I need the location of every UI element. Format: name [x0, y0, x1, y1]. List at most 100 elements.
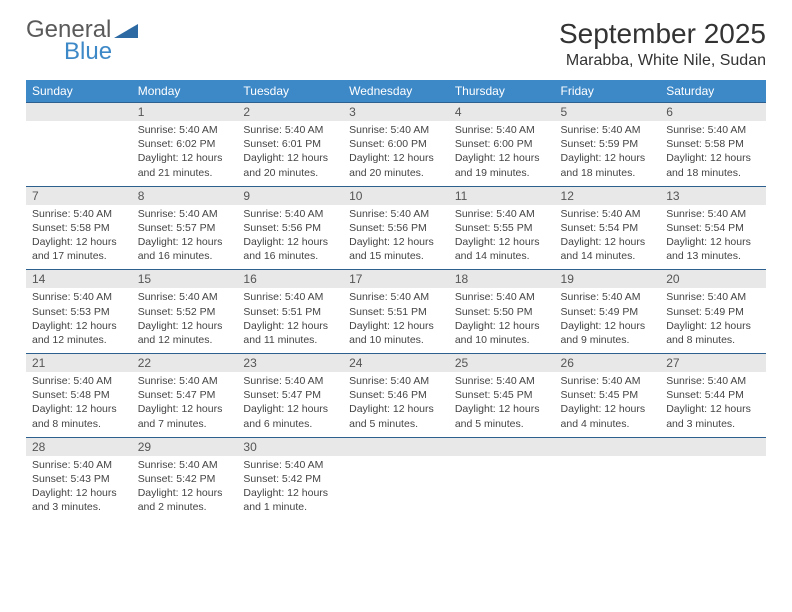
sunset-line: Sunset: 5:50 PM: [455, 305, 549, 319]
daylight-line: Daylight: 12 hours and 8 minutes.: [666, 319, 760, 347]
sunset-line: Sunset: 5:52 PM: [138, 305, 232, 319]
weekday-header: Saturday: [660, 80, 766, 103]
date-number: [26, 103, 132, 122]
date-number: 2: [237, 103, 343, 122]
date-data-row: Sunrise: 5:40 AMSunset: 6:02 PMDaylight:…: [26, 121, 766, 186]
date-number: 20: [660, 270, 766, 289]
sunset-line: Sunset: 5:42 PM: [138, 472, 232, 486]
daylight-line: Daylight: 12 hours and 21 minutes.: [138, 151, 232, 179]
daylight-line: Daylight: 12 hours and 3 minutes.: [32, 486, 126, 514]
date-number: 14: [26, 270, 132, 289]
daylight-line: Daylight: 12 hours and 10 minutes.: [455, 319, 549, 347]
sunrise-line: Sunrise: 5:40 AM: [32, 290, 126, 304]
sunrise-line: Sunrise: 5:40 AM: [455, 207, 549, 221]
day-cell: Sunrise: 5:40 AMSunset: 5:44 PMDaylight:…: [660, 372, 766, 437]
date-number: 7: [26, 186, 132, 205]
date-number: 12: [555, 186, 661, 205]
weekday-header: Wednesday: [343, 80, 449, 103]
weekday-header: Friday: [555, 80, 661, 103]
daylight-line: Daylight: 12 hours and 16 minutes.: [138, 235, 232, 263]
weekday-header: Thursday: [449, 80, 555, 103]
day-cell: [555, 456, 661, 521]
sunset-line: Sunset: 5:43 PM: [32, 472, 126, 486]
day-cell: Sunrise: 5:40 AMSunset: 5:43 PMDaylight:…: [26, 456, 132, 521]
date-number: 28: [26, 437, 132, 456]
day-cell: Sunrise: 5:40 AMSunset: 5:42 PMDaylight:…: [237, 456, 343, 521]
day-cell: Sunrise: 5:40 AMSunset: 5:52 PMDaylight:…: [132, 288, 238, 353]
sunrise-line: Sunrise: 5:40 AM: [243, 374, 337, 388]
daylight-line: Daylight: 12 hours and 10 minutes.: [349, 319, 443, 347]
sunset-line: Sunset: 5:49 PM: [561, 305, 655, 319]
daylight-line: Daylight: 12 hours and 13 minutes.: [666, 235, 760, 263]
sunrise-line: Sunrise: 5:40 AM: [561, 374, 655, 388]
daylight-line: Daylight: 12 hours and 20 minutes.: [349, 151, 443, 179]
day-cell: Sunrise: 5:40 AMSunset: 5:56 PMDaylight:…: [343, 205, 449, 270]
sunset-line: Sunset: 5:45 PM: [455, 388, 549, 402]
sunset-line: Sunset: 5:55 PM: [455, 221, 549, 235]
sunrise-line: Sunrise: 5:40 AM: [32, 458, 126, 472]
date-number: 11: [449, 186, 555, 205]
sunset-line: Sunset: 5:54 PM: [561, 221, 655, 235]
daylight-line: Daylight: 12 hours and 15 minutes.: [349, 235, 443, 263]
sunset-line: Sunset: 5:49 PM: [666, 305, 760, 319]
daylight-line: Daylight: 12 hours and 5 minutes.: [349, 402, 443, 430]
date-number: [555, 437, 661, 456]
day-cell: Sunrise: 5:40 AMSunset: 5:50 PMDaylight:…: [449, 288, 555, 353]
sunrise-line: Sunrise: 5:40 AM: [666, 290, 760, 304]
day-cell: Sunrise: 5:40 AMSunset: 5:56 PMDaylight:…: [237, 205, 343, 270]
day-cell: Sunrise: 5:40 AMSunset: 5:54 PMDaylight:…: [660, 205, 766, 270]
sunrise-line: Sunrise: 5:40 AM: [32, 207, 126, 221]
date-number: 21: [26, 354, 132, 373]
sunrise-line: Sunrise: 5:40 AM: [243, 207, 337, 221]
day-cell: Sunrise: 5:40 AMSunset: 5:42 PMDaylight:…: [132, 456, 238, 521]
daylight-line: Daylight: 12 hours and 6 minutes.: [243, 402, 337, 430]
daylight-line: Daylight: 12 hours and 17 minutes.: [32, 235, 126, 263]
sunrise-line: Sunrise: 5:40 AM: [138, 207, 232, 221]
sunset-line: Sunset: 5:56 PM: [243, 221, 337, 235]
sunrise-line: Sunrise: 5:40 AM: [138, 123, 232, 137]
sunset-line: Sunset: 5:44 PM: [666, 388, 760, 402]
sunset-line: Sunset: 5:56 PM: [349, 221, 443, 235]
sunrise-line: Sunrise: 5:40 AM: [349, 123, 443, 137]
calendar-table: Sunday Monday Tuesday Wednesday Thursday…: [26, 80, 766, 520]
sunset-line: Sunset: 5:58 PM: [32, 221, 126, 235]
sunrise-line: Sunrise: 5:40 AM: [349, 290, 443, 304]
day-cell: [26, 121, 132, 186]
date-number: 5: [555, 103, 661, 122]
sunrise-line: Sunrise: 5:40 AM: [666, 374, 760, 388]
date-number: 27: [660, 354, 766, 373]
date-number-row: 21222324252627: [26, 354, 766, 373]
daylight-line: Daylight: 12 hours and 12 minutes.: [138, 319, 232, 347]
sunset-line: Sunset: 5:54 PM: [666, 221, 760, 235]
sunrise-line: Sunrise: 5:40 AM: [561, 290, 655, 304]
sunrise-line: Sunrise: 5:40 AM: [666, 123, 760, 137]
date-data-row: Sunrise: 5:40 AMSunset: 5:58 PMDaylight:…: [26, 205, 766, 270]
date-number: 13: [660, 186, 766, 205]
date-number: 4: [449, 103, 555, 122]
day-cell: Sunrise: 5:40 AMSunset: 5:49 PMDaylight:…: [555, 288, 661, 353]
date-number: 10: [343, 186, 449, 205]
sunrise-line: Sunrise: 5:40 AM: [243, 290, 337, 304]
date-number: 18: [449, 270, 555, 289]
sunrise-line: Sunrise: 5:40 AM: [32, 374, 126, 388]
sunset-line: Sunset: 5:59 PM: [561, 137, 655, 151]
sunrise-line: Sunrise: 5:40 AM: [455, 290, 549, 304]
weekday-header-row: Sunday Monday Tuesday Wednesday Thursday…: [26, 80, 766, 103]
date-number: [660, 437, 766, 456]
day-cell: Sunrise: 5:40 AMSunset: 5:47 PMDaylight:…: [237, 372, 343, 437]
sunrise-line: Sunrise: 5:40 AM: [138, 290, 232, 304]
logo-triangle-icon: [114, 22, 140, 40]
daylight-line: Daylight: 12 hours and 18 minutes.: [666, 151, 760, 179]
day-cell: Sunrise: 5:40 AMSunset: 5:57 PMDaylight:…: [132, 205, 238, 270]
date-number: 22: [132, 354, 238, 373]
sunset-line: Sunset: 5:57 PM: [138, 221, 232, 235]
daylight-line: Daylight: 12 hours and 11 minutes.: [243, 319, 337, 347]
date-number: [449, 437, 555, 456]
date-data-row: Sunrise: 5:40 AMSunset: 5:53 PMDaylight:…: [26, 288, 766, 353]
sunrise-line: Sunrise: 5:40 AM: [349, 207, 443, 221]
date-number-row: 78910111213: [26, 186, 766, 205]
sunset-line: Sunset: 5:58 PM: [666, 137, 760, 151]
sunset-line: Sunset: 5:46 PM: [349, 388, 443, 402]
sunset-line: Sunset: 5:51 PM: [349, 305, 443, 319]
day-cell: Sunrise: 5:40 AMSunset: 6:02 PMDaylight:…: [132, 121, 238, 186]
